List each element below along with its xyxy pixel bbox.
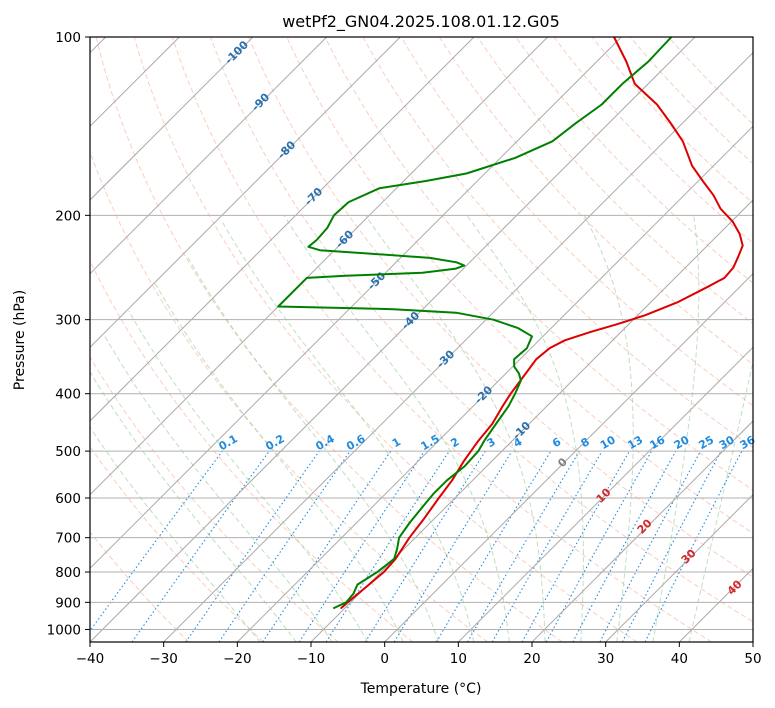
profile-series (277, 37, 744, 609)
mixing-ratio-line (521, 450, 630, 642)
moist-adiabat (652, 215, 700, 642)
y-tick-label: 900 (55, 595, 81, 611)
dry-adiabat (90, 445, 264, 642)
y-tick-label: 600 (55, 491, 81, 507)
moist-adiabat (364, 215, 546, 642)
isotherm-line (384, 272, 753, 642)
isotherm-line (457, 346, 753, 642)
moist-adiabat (283, 215, 510, 642)
dry-adiabat (95, 37, 563, 642)
x-tick-label: −10 (297, 651, 326, 667)
mixing-ratio-line (185, 450, 320, 642)
mixing-ratio-line (131, 450, 270, 642)
moist-adiabat (688, 358, 753, 642)
isotherm-line (163, 51, 753, 642)
isotherm-line (531, 420, 753, 642)
moist-adiabat (104, 336, 333, 642)
moist-adiabat (187, 256, 439, 642)
x-axis-title: Temperature (°C) (360, 681, 482, 697)
x-tick-label: −30 (149, 651, 178, 667)
chart-title: wetPf2_GN04.2025.108.01.12.G05 (282, 12, 560, 32)
isotherm-line (90, 37, 549, 496)
dry-adiabat (171, 37, 712, 642)
background-lines (90, 37, 753, 642)
isotherm-line (90, 37, 696, 642)
dry-adiabat (324, 37, 753, 491)
y-tick-label: 300 (55, 313, 81, 329)
mixing-ratio-line (393, 450, 513, 642)
moist-adiabat (583, 215, 634, 642)
dewpoint-profile-line (277, 37, 673, 609)
dry-adiabat (515, 37, 753, 284)
isotherm-line (90, 37, 622, 570)
mixing-ratio-line (325, 450, 450, 642)
mixing-ratio-line (218, 450, 351, 642)
x-tick-label: 0 (380, 651, 389, 667)
mixing-ratio-line (644, 450, 743, 642)
plot-area (90, 37, 753, 642)
dry-adiabat (210, 37, 753, 623)
y-tick-label: 800 (55, 565, 81, 581)
isotherm-line (90, 37, 401, 349)
x-tick-label: 50 (744, 651, 761, 667)
dry-adiabat (90, 150, 488, 642)
isotherm-line (236, 125, 753, 642)
mixing-ratio-line (90, 450, 223, 632)
x-tick-label: 30 (597, 651, 614, 667)
isotherm-line (605, 493, 753, 642)
x-tick-label: 10 (450, 651, 467, 667)
x-axis: −40 −30 −20 −10 0 10 20 30 40 50 (76, 642, 762, 667)
moist-adiabat (128, 310, 369, 642)
mixing-ratio-line (262, 450, 392, 642)
y-axis-title: Pressure (hPa) (12, 290, 28, 390)
mixing-ratio-line (545, 450, 653, 642)
dry-adiabat (400, 37, 753, 407)
mixing-ratio-line (298, 450, 425, 642)
mixing-ratio-line (572, 450, 677, 642)
temperature-profile-line (340, 37, 744, 609)
x-tick-label: 40 (671, 651, 688, 667)
isotherm-line (90, 37, 475, 422)
isotherm-line (90, 37, 328, 275)
isotherm-line (90, 37, 254, 201)
y-tick-label: 400 (55, 387, 81, 403)
moist-adiabat (221, 221, 475, 642)
moist-adiabat (90, 370, 297, 642)
dry-adiabat (90, 531, 190, 642)
y-tick-label: 700 (55, 531, 81, 547)
moist-adiabat (90, 426, 261, 642)
dry-adiabat (438, 37, 753, 366)
x-tick-label: 20 (523, 651, 540, 667)
y-axis: 1000 900 800 700 600 500 400 300 200 100 (47, 30, 90, 638)
y-tick-label: 1000 (47, 622, 81, 638)
y-tick-label: 100 (55, 30, 81, 46)
dry-adiabat (90, 356, 339, 642)
x-tick-label: −20 (223, 651, 252, 667)
dry-adiabat (133, 37, 638, 642)
y-tick-label: 200 (55, 208, 81, 224)
isotherm-line (310, 199, 753, 642)
y-tick-label: 500 (55, 444, 81, 460)
x-tick-label: −40 (76, 651, 105, 667)
dry-adiabat (248, 37, 753, 578)
plot-frame (89, 36, 754, 643)
